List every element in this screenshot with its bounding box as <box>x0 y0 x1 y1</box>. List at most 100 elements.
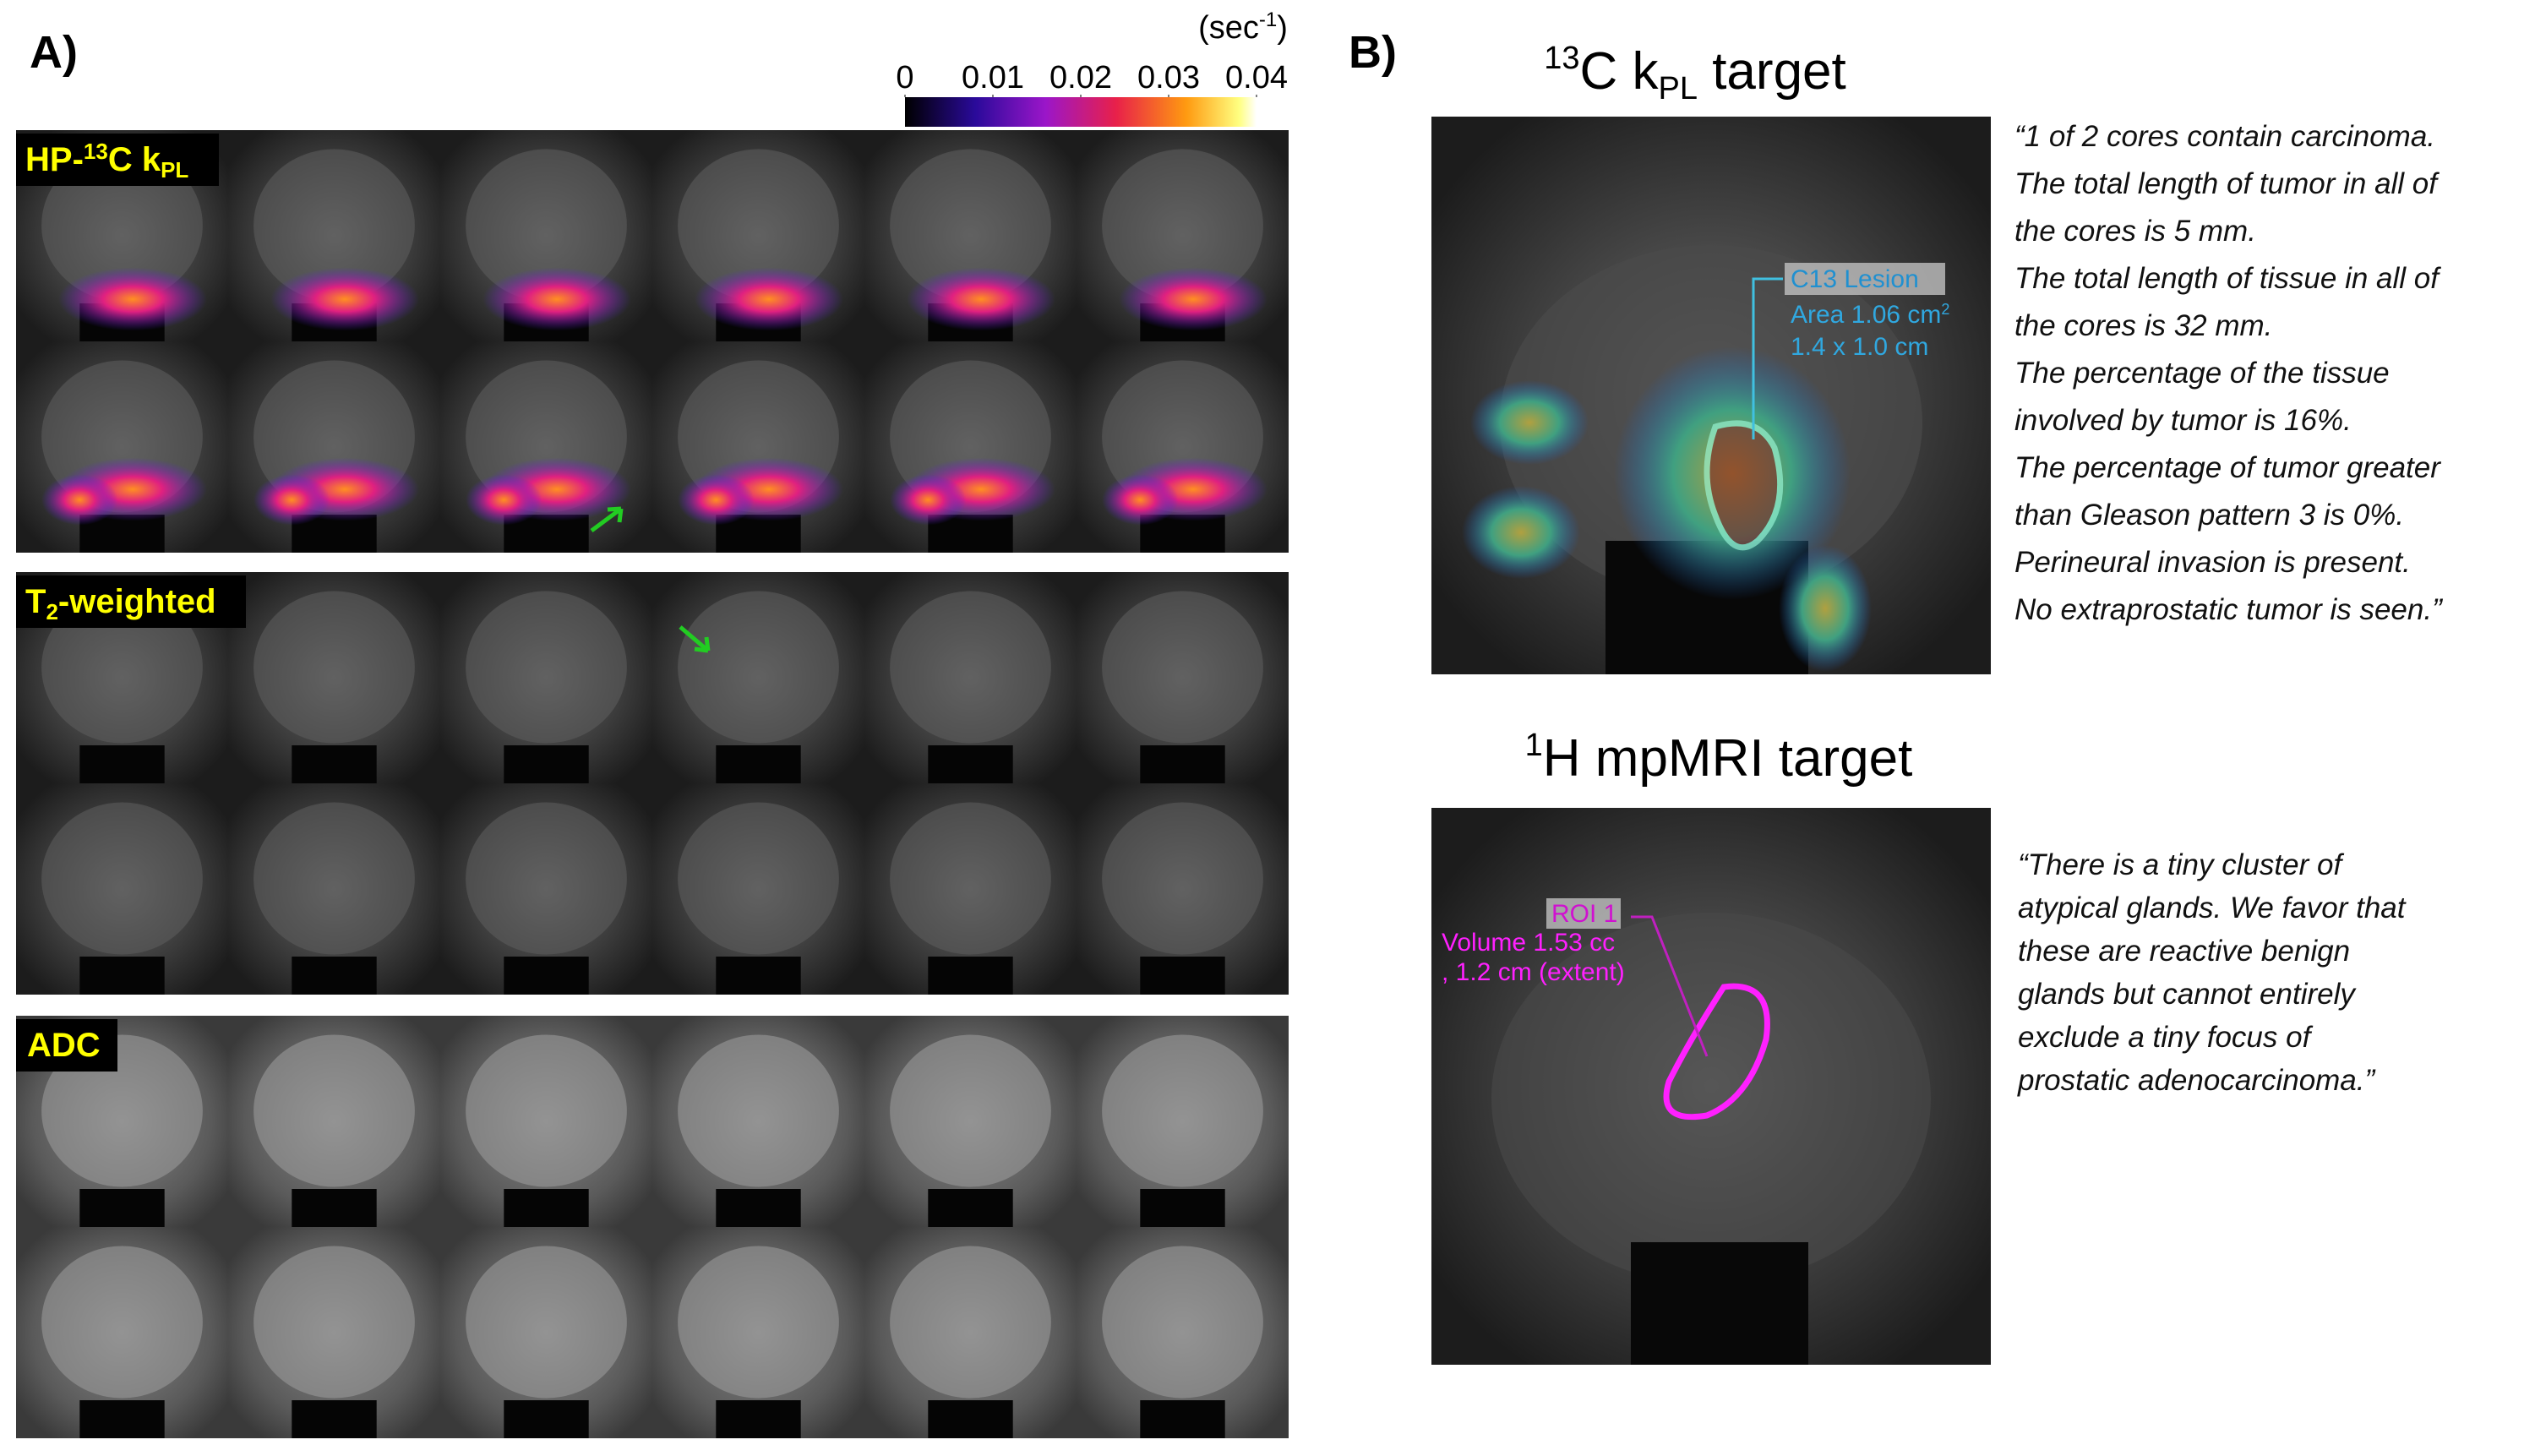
quote-line: The total length of tissue in all of <box>2014 262 2441 295</box>
quote-line: glands but cannot entirely <box>2018 978 2357 1011</box>
colorbar-tick-label: 0.03 <box>1137 60 1200 95</box>
prostate <box>466 591 627 744</box>
overlay-text: Area 1.06 cm2 <box>1791 301 1949 329</box>
image-title: 13C kPL target <box>1544 41 1846 106</box>
row-label: ADC <box>16 1019 117 1072</box>
label-sub: PL <box>161 157 188 183</box>
quote-line: involved by tumor is 16%. <box>2014 404 2352 437</box>
title-text: target <box>1698 42 1846 101</box>
label-text: ADC <box>27 1027 101 1064</box>
kpl-overlay <box>482 267 631 331</box>
overlay-sup: 2 <box>1941 301 1949 318</box>
rectum <box>1140 745 1225 783</box>
overlay-text: Volume 1.53 cc <box>1442 929 1615 957</box>
rectum <box>928 1189 1013 1227</box>
prostate <box>466 1246 627 1399</box>
rectum <box>928 745 1013 783</box>
label-text: HP- <box>25 141 84 178</box>
kpl-overlay <box>270 267 419 331</box>
rectum <box>1140 1189 1225 1227</box>
title-sup: 1 <box>1525 728 1543 763</box>
kpl-overlay <box>254 474 330 526</box>
rectum <box>79 1400 165 1438</box>
label-sup: 13 <box>84 139 108 164</box>
arrow <box>679 625 711 653</box>
quote-line: The percentage of the tissue <box>2014 357 2390 390</box>
prostate <box>466 802 627 955</box>
prostate <box>1102 1246 1263 1399</box>
panel-label: A) <box>30 27 78 78</box>
label-sub: 2 <box>46 599 57 624</box>
kpl-overlay <box>678 474 755 526</box>
rectum <box>79 957 165 995</box>
quote-line: The percentage of tumor greater <box>2014 451 2441 484</box>
label-text: C k <box>108 141 161 178</box>
rectum <box>716 957 801 995</box>
colorbar-tick-label: 0.04 <box>1225 60 1288 95</box>
rectum <box>292 745 377 783</box>
prostate <box>254 1034 415 1187</box>
colorbar-tick-label: 0 <box>896 60 913 95</box>
quote-line: than Gleason pattern 3 is 0%. <box>2014 499 2404 532</box>
kpl-overlay <box>890 474 967 526</box>
rectum <box>79 1189 165 1227</box>
colorbar <box>905 97 1257 127</box>
prostate <box>1102 149 1263 302</box>
overlay-text: 1.4 x 1.0 cm <box>1791 333 1928 361</box>
quote-line: atypical glands. We favor that <box>2018 892 2407 924</box>
svg-text:T2-weighted: T2-weighted <box>25 583 216 624</box>
prostate <box>678 149 839 302</box>
prostate <box>890 149 1051 302</box>
prostate <box>41 1034 203 1187</box>
prostate <box>466 149 627 302</box>
kpl-overlay <box>41 474 118 526</box>
rectum <box>504 1400 589 1438</box>
rectum <box>79 745 165 783</box>
rectum <box>292 957 377 995</box>
rectum <box>716 1400 801 1438</box>
rectum <box>716 1189 801 1227</box>
label-text: -weighted <box>58 583 216 620</box>
rectum <box>928 1400 1013 1438</box>
title-sup: 13 <box>1544 41 1579 76</box>
row-label: T2-weighted <box>16 575 246 628</box>
rectum <box>292 1189 377 1227</box>
kpl-overlay <box>1102 474 1179 526</box>
quote-line: No extraprostatic tumor is seen.” <box>2014 593 2443 626</box>
title-text: C k <box>1580 42 1660 101</box>
quote-line: prostatic adenocarcinoma.” <box>2017 1064 2375 1097</box>
rectum <box>716 745 801 783</box>
quote-line: “1 of 2 cores contain carcinoma. <box>2014 120 2435 153</box>
title-sub: PL <box>1659 71 1698 106</box>
kpl-overlay <box>907 267 1055 331</box>
prostate <box>254 802 415 955</box>
prostate <box>678 802 839 955</box>
rectum <box>504 745 589 783</box>
quote-line: these are reactive benign <box>2018 935 2350 968</box>
quote-line: Perineural invasion is present. <box>2014 546 2411 579</box>
label-text: T <box>25 583 46 620</box>
rectum <box>1140 1400 1225 1438</box>
prostate <box>890 591 1051 744</box>
row-label: HP-13C kPL <box>16 134 219 186</box>
quote-line: the cores is 32 mm. <box>2014 309 2272 342</box>
image-title: 1H mpMRI target <box>1525 728 1913 788</box>
prostate <box>466 1034 627 1187</box>
quote-line: “There is a tiny cluster of <box>2018 848 2344 881</box>
h1-image <box>1431 808 1991 1365</box>
overlay-text: , 1.2 cm (extent) <box>1442 958 1625 986</box>
prostate <box>678 591 839 744</box>
prostate <box>254 591 415 744</box>
kpl-overlay <box>695 267 843 331</box>
prostate <box>890 1246 1051 1399</box>
svg-text:HP-13C kPL: HP-13C kPL <box>25 139 188 183</box>
overlay-text: ROI 1 <box>1551 900 1617 928</box>
colorbar-tick-label: 0.01 <box>962 60 1024 95</box>
prostate <box>41 802 203 955</box>
c13-image <box>1431 117 1991 674</box>
prostate <box>41 149 203 302</box>
overlay-text: C13 Lesion <box>1791 265 1919 293</box>
prostate <box>41 1246 203 1399</box>
quote-line: exclude a tiny focus of <box>2018 1021 2314 1054</box>
unit-sup: -1 <box>1259 8 1277 31</box>
